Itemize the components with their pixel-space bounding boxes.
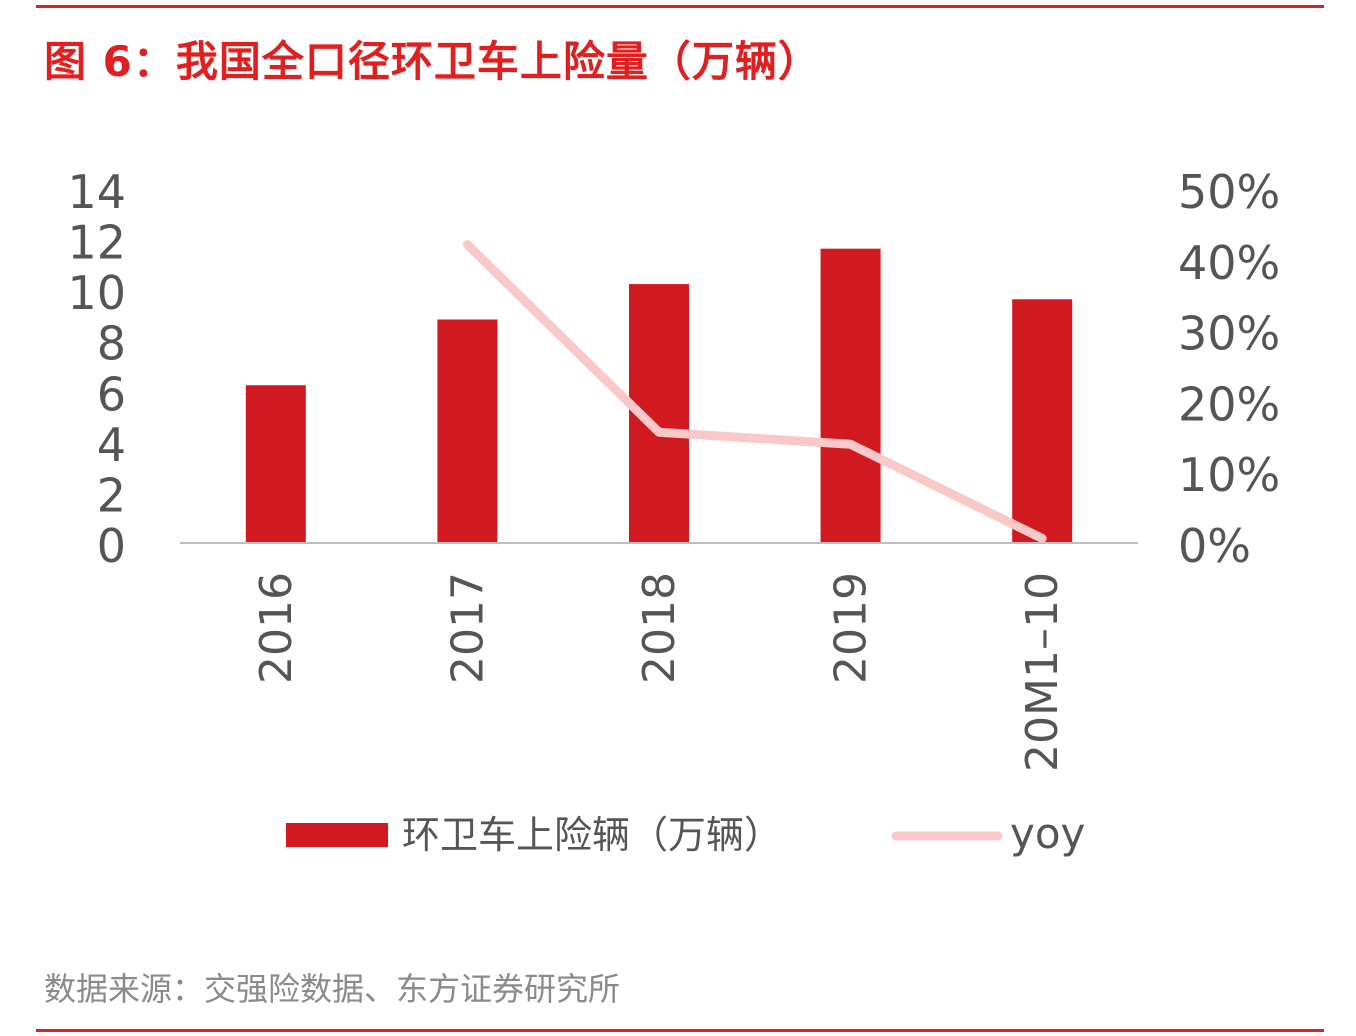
right-tick-label: 20% bbox=[1178, 377, 1280, 431]
source-note: 数据来源：交强险数据、东方证券研究所 bbox=[44, 970, 621, 1008]
bar bbox=[1012, 299, 1073, 542]
x-tick-label: 2019 bbox=[826, 572, 877, 684]
yoy-series bbox=[462, 240, 1047, 543]
x-tick-label: 2017 bbox=[442, 572, 493, 684]
left-tick-label: 0 bbox=[97, 519, 126, 573]
right-axis-ticks: 0% 10% 20% 30% 40% 50% bbox=[1178, 165, 1280, 573]
left-tick-label: 10 bbox=[67, 266, 126, 320]
yoy-line bbox=[462, 240, 1047, 543]
left-tick-label: 8 bbox=[97, 317, 126, 371]
bar-series bbox=[245, 248, 1073, 542]
right-tick-label: 50% bbox=[1178, 165, 1280, 219]
left-tick-label: 4 bbox=[97, 418, 126, 472]
bottom-rule bbox=[36, 1029, 1324, 1032]
left-tick-label: 2 bbox=[97, 468, 126, 522]
x-tick-label: 2018 bbox=[634, 572, 685, 684]
right-tick-label: 0% bbox=[1178, 519, 1251, 573]
right-tick-label: 10% bbox=[1178, 448, 1280, 502]
page-title: 图 6：我国全口径环卫车上险量（万辆） bbox=[44, 37, 821, 86]
x-tick-label: 2016 bbox=[251, 572, 302, 684]
legend-bar-swatch bbox=[286, 823, 388, 847]
legend-line-label: yoy bbox=[1010, 809, 1085, 858]
legend: 环卫车上险辆（万辆） yoy bbox=[286, 809, 1085, 858]
left-tick-label: 6 bbox=[97, 367, 126, 421]
bar bbox=[245, 385, 306, 542]
right-tick-label: 40% bbox=[1178, 236, 1280, 290]
top-rule bbox=[36, 5, 1324, 8]
right-tick-label: 30% bbox=[1178, 307, 1280, 361]
left-tick-label: 14 bbox=[67, 165, 126, 219]
x-tick-label: 20M1–10 bbox=[1017, 572, 1068, 772]
left-tick-label: 12 bbox=[67, 216, 126, 270]
bar bbox=[820, 248, 881, 542]
legend-bar-label: 环卫车上险辆（万辆） bbox=[402, 813, 782, 857]
bar bbox=[437, 319, 498, 542]
x-axis-ticks: 2016 2017 2018 2019 20M1–10 bbox=[251, 572, 1068, 772]
